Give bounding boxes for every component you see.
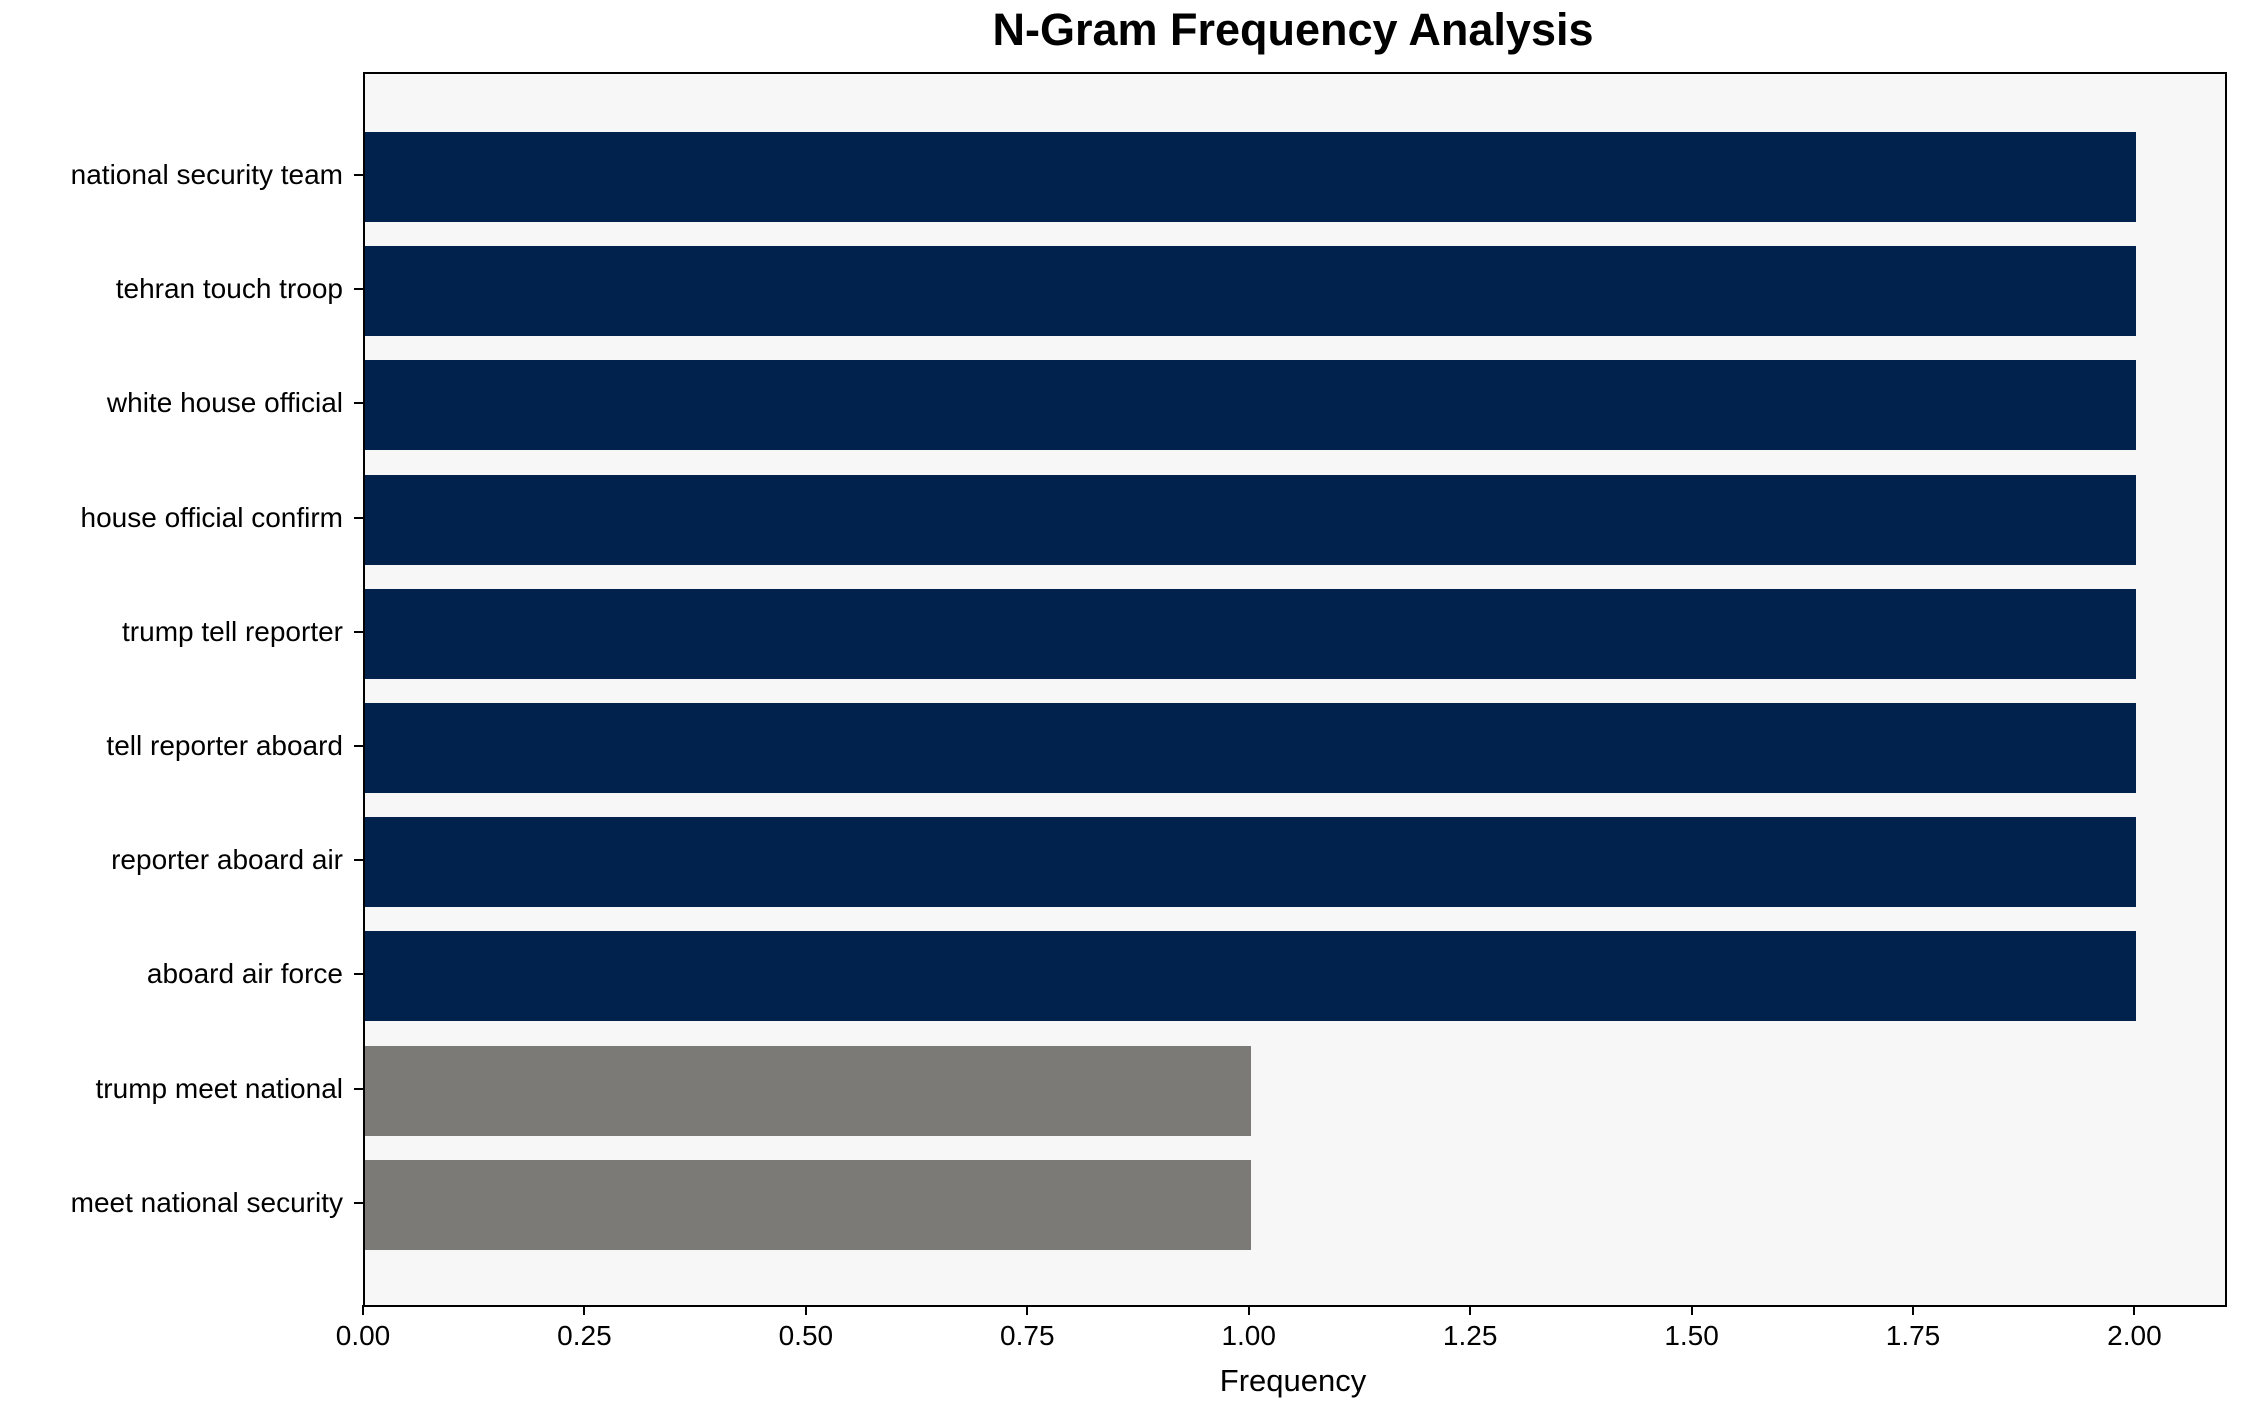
- y-tick-mark: [354, 402, 363, 405]
- x-axis-label: Frequency: [1219, 1363, 1367, 1398]
- bar-tehran-touch-troop: [365, 246, 2137, 337]
- y-tick-label: trump tell reporter: [122, 615, 343, 647]
- y-tick-label: national security team: [70, 159, 343, 190]
- bar-house-official-confirm: [365, 474, 2137, 565]
- y-tick-mark: [354, 288, 363, 291]
- bar-tell-reporter-aboard: [365, 703, 2137, 793]
- y-tick-mark: [354, 1087, 363, 1090]
- x-tick-label: 1.75: [1885, 1320, 1941, 1351]
- x-tick-mark: [1247, 1305, 1250, 1315]
- x-tick-mark: [1912, 1305, 1914, 1315]
- y-tick-mark: [354, 630, 363, 633]
- bar-reporter-aboard-air: [365, 817, 2137, 908]
- bar-national-security-team: [365, 132, 2137, 222]
- x-tick-label: 1.25: [1442, 1320, 1498, 1351]
- y-tick-mark: [354, 745, 363, 747]
- bar-white-house-official: [365, 360, 2137, 451]
- x-tick-label: 2.00: [2107, 1320, 2162, 1351]
- bar-trump-meet-national: [365, 1045, 1251, 1136]
- chart-title: N-Gram Frequency Analysis: [992, 4, 1594, 55]
- y-tick-label: meet national security: [70, 1186, 343, 1218]
- x-tick-label: 0.00: [335, 1320, 391, 1351]
- y-tick-label: white house official: [106, 387, 343, 419]
- x-tick-mark: [2133, 1305, 2136, 1315]
- x-tick-label: 0.50: [778, 1320, 834, 1351]
- y-tick-label: trump meet national: [95, 1072, 343, 1104]
- bar-meet-national-security: [365, 1159, 1251, 1250]
- x-tick-mark: [362, 1305, 364, 1315]
- y-tick-mark: [354, 516, 363, 519]
- bar-trump-tell-reporter: [365, 588, 2137, 679]
- bar-aboard-air-force: [365, 931, 2137, 1022]
- y-tick-mark: [354, 859, 363, 862]
- x-tick-label: 1.00: [1221, 1320, 1276, 1351]
- y-tick-mark: [354, 973, 363, 976]
- x-tick-mark: [1026, 1305, 1029, 1315]
- y-tick-label: tehran touch troop: [115, 273, 343, 305]
- y-tick-mark: [354, 174, 363, 176]
- x-tick-label: 0.25: [557, 1320, 612, 1351]
- x-tick-mark: [1690, 1305, 1693, 1315]
- x-tick-mark: [583, 1305, 586, 1315]
- x-tick-label: 0.75: [1000, 1320, 1055, 1351]
- y-tick-label: aboard air force: [146, 958, 343, 990]
- y-tick-label: reporter aboard air: [111, 844, 343, 876]
- y-tick-mark: [354, 1201, 363, 1204]
- y-tick-label: house official confirm: [80, 501, 344, 533]
- x-tick-mark: [1469, 1305, 1472, 1315]
- y-tick-label: tell reporter aboard: [106, 730, 343, 761]
- x-tick-label: 1.50: [1664, 1320, 1719, 1351]
- x-tick-mark: [804, 1305, 807, 1315]
- plot-area: [363, 72, 2227, 1307]
